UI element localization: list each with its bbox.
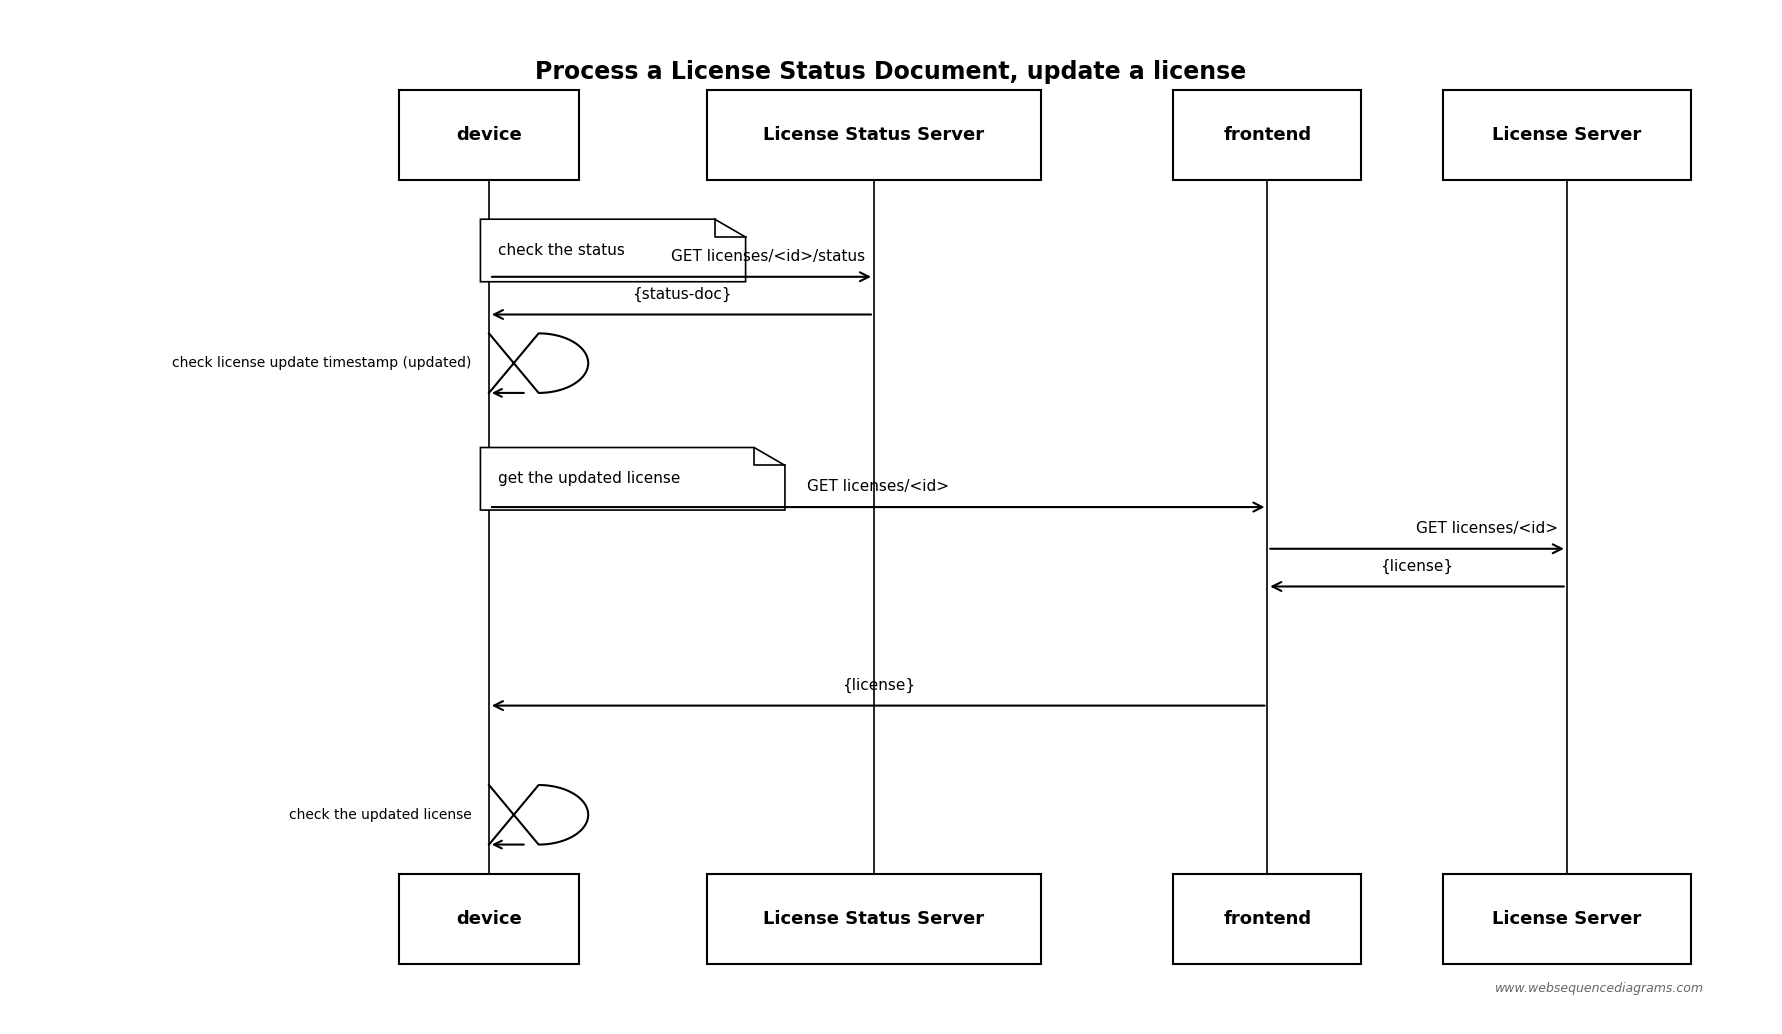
Bar [707,90,1041,180]
Bar [1173,875,1361,964]
Bar [399,875,579,964]
Bar [707,875,1041,964]
Text: check the updated license: check the updated license [289,808,472,822]
Text: {license}: {license} [841,677,914,693]
Text: device: device [456,910,522,929]
Bar [1173,90,1361,180]
Text: {status-doc}: {status-doc} [631,286,731,302]
Text: www.websequencediagrams.com: www.websequencediagrams.com [1495,982,1704,996]
Text: frontend: frontend [1222,910,1312,929]
Text: {license}: {license} [1381,558,1454,574]
Text: License Status Server: License Status Server [763,910,984,929]
Text: GET licenses/<id>/status: GET licenses/<id>/status [672,249,866,264]
Bar [1443,90,1691,180]
Bar [1443,875,1691,964]
Text: device: device [456,126,522,144]
Text: Process a License Status Document, update a license: Process a License Status Document, updat… [535,60,1247,85]
Polygon shape [481,448,784,510]
Bar [399,90,579,180]
Text: License Server: License Server [1492,126,1641,144]
Text: License Server: License Server [1492,910,1641,929]
Text: get the updated license: get the updated license [497,472,681,486]
Text: License Status Server: License Status Server [763,126,984,144]
Text: GET licenses/<id>: GET licenses/<id> [807,479,950,494]
Text: check license update timestamp (updated): check license update timestamp (updated) [173,356,472,370]
Text: GET licenses/<id>: GET licenses/<id> [1417,521,1557,536]
Text: frontend: frontend [1222,126,1312,144]
Polygon shape [481,219,745,281]
Text: check the status: check the status [497,243,624,257]
